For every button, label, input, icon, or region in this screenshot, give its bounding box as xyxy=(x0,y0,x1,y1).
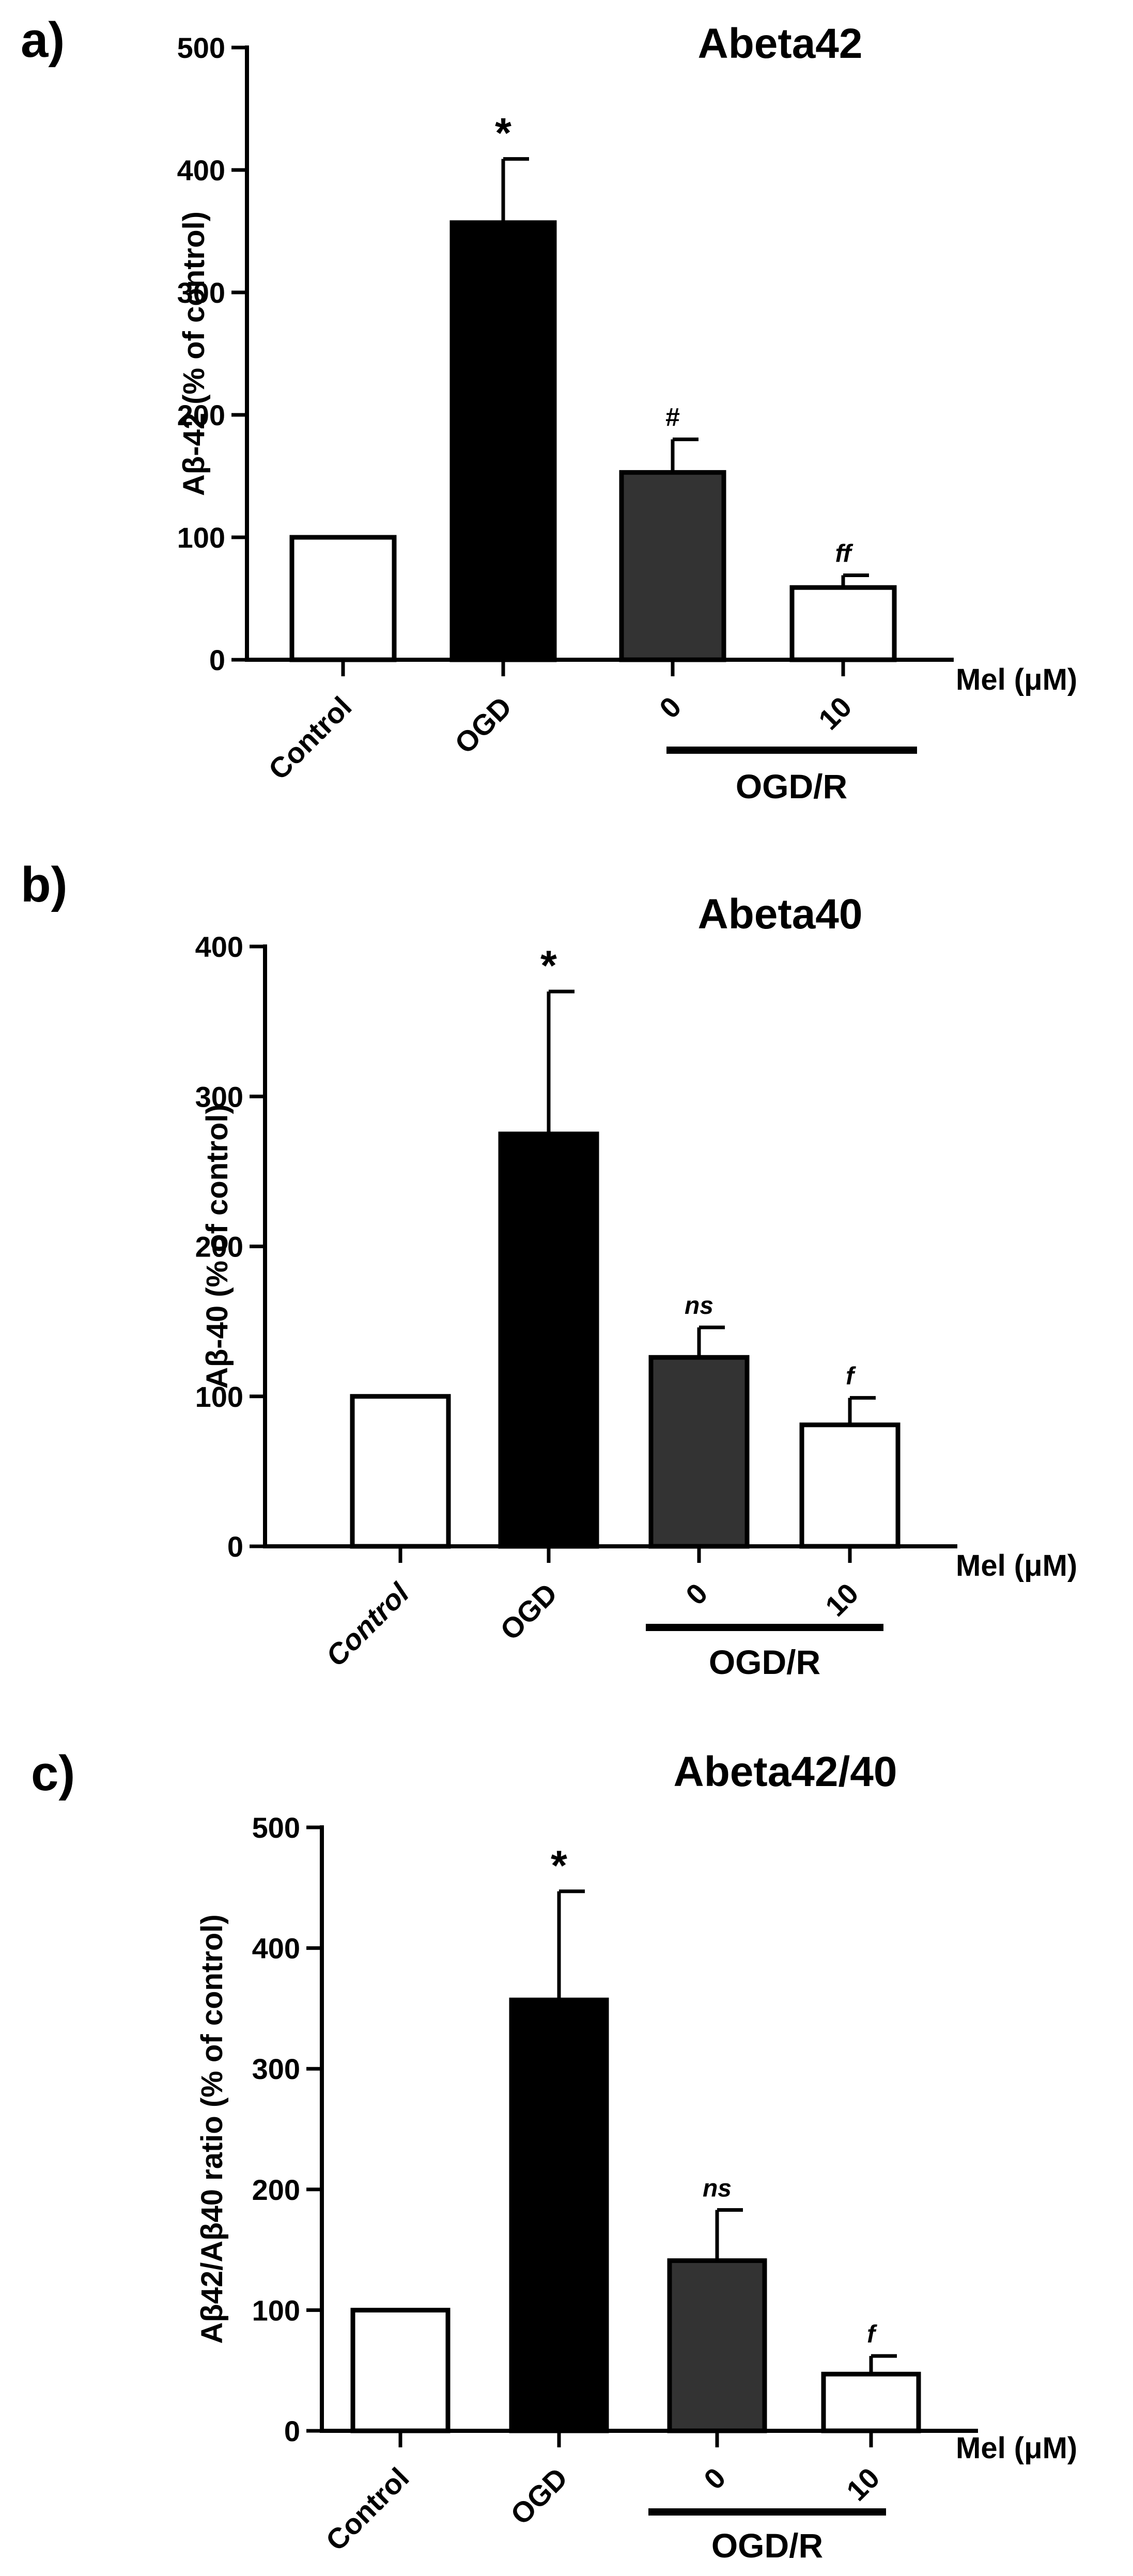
group-label: OGD/R xyxy=(711,2526,823,2565)
panel-letter: c) xyxy=(31,1746,75,1801)
chart-title: Abeta42 xyxy=(697,20,862,67)
x-tick-label-1: Control xyxy=(262,690,358,786)
x-tick-label-3: 0 xyxy=(679,1577,714,1611)
bar-4 xyxy=(789,585,897,662)
chart-title: Abeta40 xyxy=(697,891,862,938)
y-tick-label: 400 xyxy=(195,930,243,963)
x-unit-label: Mel (μM) xyxy=(956,2431,1077,2465)
y-tick-label: 500 xyxy=(177,32,225,64)
panel-letter: a) xyxy=(21,12,65,68)
significance-label-2: * xyxy=(540,942,557,989)
y-tick-label: 100 xyxy=(177,521,225,554)
y-tick-label: 200 xyxy=(195,1231,243,1263)
significance-label-4: ff xyxy=(835,540,853,567)
y-tick-label: 0 xyxy=(209,644,225,676)
y-tick-label: 100 xyxy=(252,2294,300,2326)
bar-3 xyxy=(667,2258,767,2433)
x-tick-label-3: 0 xyxy=(697,2461,732,2496)
significance-label-4: f xyxy=(867,2321,877,2348)
y-tick-label: 400 xyxy=(252,1932,300,1965)
significance-label-2: * xyxy=(495,110,511,157)
bar-2 xyxy=(498,1131,599,1549)
y-tick-label: 0 xyxy=(227,1530,243,1563)
bar-3 xyxy=(648,1355,750,1549)
chart-panel-3: c) Abeta42/40 Aβ42/Aβ40 ratio (% of contro… xyxy=(31,1746,1077,2565)
x-tick-label-1: Control xyxy=(319,2461,415,2557)
group-label: OGD/R xyxy=(709,1643,820,1681)
group-label: OGD/R xyxy=(736,767,847,805)
bar-4 xyxy=(799,1422,901,1549)
y-axis-label: Aβ-40 (% of control) xyxy=(200,1104,234,1389)
x-tick-label-4: 10 xyxy=(819,1577,865,1623)
x-tick-label-4: 10 xyxy=(812,690,858,736)
x-tick-label-2: OGD xyxy=(494,1577,564,1647)
significance-label-3: ns xyxy=(685,1292,713,1320)
significance-label-2: * xyxy=(551,1842,567,1889)
bar-1 xyxy=(350,2307,451,2433)
y-tick-label: 400 xyxy=(177,154,225,187)
x-tick-label-3: 0 xyxy=(653,690,688,725)
y-axis-label: Aβ-42 (% of control) xyxy=(177,211,211,496)
bar-3 xyxy=(619,470,726,662)
chart-title: Abeta42/40 xyxy=(673,1748,897,1795)
bar-4 xyxy=(821,2371,921,2433)
bar-2 xyxy=(509,1997,609,2433)
y-tick-label: 200 xyxy=(177,399,225,431)
significance-label-3: # xyxy=(665,402,680,431)
x-tick-label-4: 10 xyxy=(840,2461,886,2507)
y-tick-label: 0 xyxy=(284,2415,300,2447)
x-tick-label-2: OGD xyxy=(448,690,518,760)
y-axis-label: Aβ42/Aβ40 ratio (% of control) xyxy=(195,1914,229,2344)
x-unit-label: Mel (μM) xyxy=(956,663,1077,696)
panel-letter: b) xyxy=(21,857,68,912)
significance-label-4: f xyxy=(846,1363,856,1390)
y-tick-label: 500 xyxy=(252,1811,300,1844)
y-tick-label: 200 xyxy=(252,2174,300,2206)
bar-2 xyxy=(449,220,557,662)
y-tick-label: 300 xyxy=(177,276,225,309)
x-tick-label-1: Control xyxy=(319,1576,415,1672)
bar-1 xyxy=(289,535,397,662)
x-unit-label: Mel (μM) xyxy=(956,1549,1077,1582)
bar-1 xyxy=(350,1394,451,1549)
y-tick-label: 300 xyxy=(195,1080,243,1113)
x-tick-label-2: OGD xyxy=(504,2461,574,2531)
significance-label-3: ns xyxy=(703,2175,732,2202)
y-tick-label: 300 xyxy=(252,2053,300,2085)
y-tick-label: 100 xyxy=(195,1380,243,1413)
